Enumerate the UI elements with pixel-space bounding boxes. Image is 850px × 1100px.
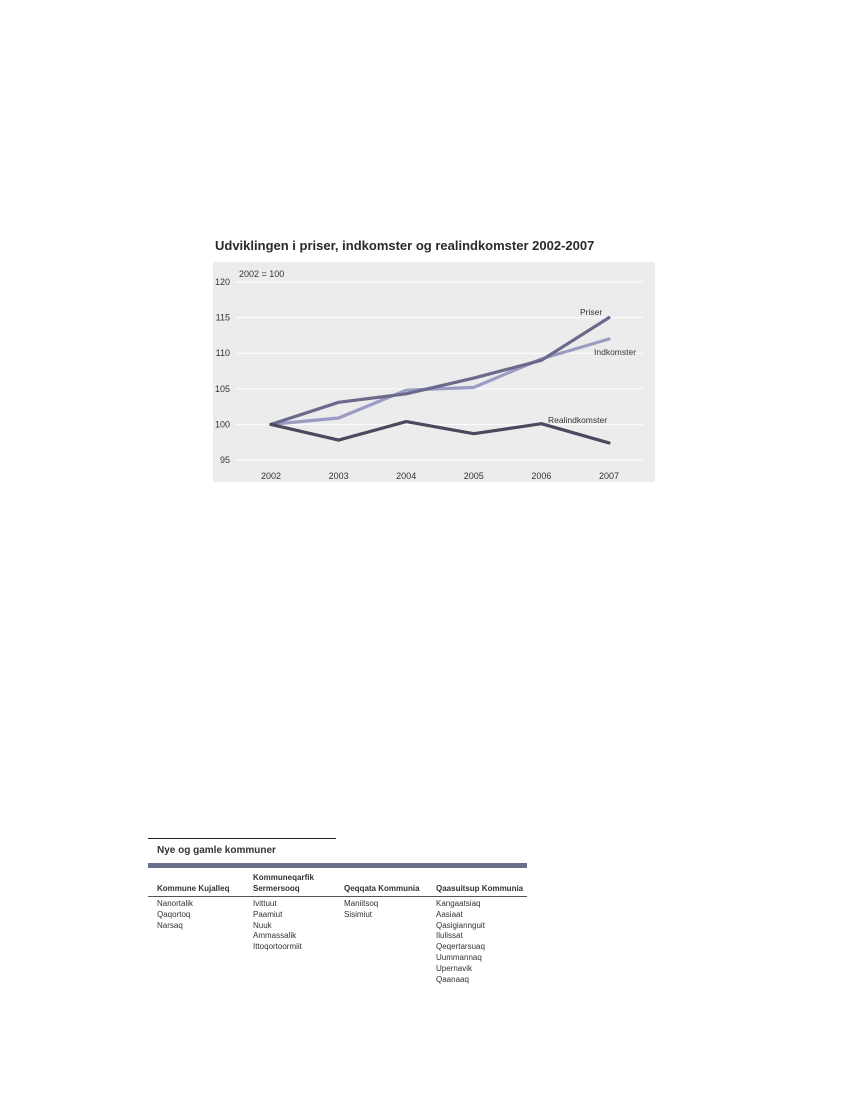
column-header: Qeqqata Kommunia (344, 870, 420, 894)
list-item: Aasiaat (436, 909, 463, 919)
list-item: Maniitsoq (344, 899, 379, 908)
column-header: Kommuneqarfik Sermersooq (253, 870, 314, 894)
chart-title: Udviklingen i priser, indkomster og real… (215, 238, 595, 253)
table-header-rule (148, 896, 527, 897)
list-item: Qaanaaq (436, 974, 469, 984)
list-item: Narsaq (157, 920, 183, 930)
series-line-realindkomster (269, 420, 611, 445)
y-tick-label: 105 (215, 384, 230, 394)
column-header: Qaasuitsup Kommunia (436, 870, 523, 894)
column-header-line: Kommuneqarfik (253, 873, 314, 882)
table-title: Nye og gamle kommuner (157, 845, 276, 856)
list-item: Nanortalik (157, 899, 194, 908)
x-tick-label: 2004 (396, 471, 416, 481)
series-line-indkomster (269, 337, 611, 426)
list-item: Qaqortoq (157, 909, 191, 919)
list-item: Ivittuut (253, 899, 277, 908)
list-item: Upernavik (436, 963, 473, 973)
table-top-rule (148, 838, 336, 839)
table-column-qaasuitsup: Qaasuitsup Kommunia Kangaatsiaq Aasiaat … (436, 870, 523, 985)
column-items: Kangaatsiaq Aasiaat Qasigiannguit Ilulis… (436, 899, 523, 985)
x-tick-label: 2005 (464, 471, 484, 481)
x-tick-label: 2007 (599, 471, 619, 481)
list-item: Ilulissat (436, 931, 463, 941)
x-tick-label: 2006 (531, 471, 551, 481)
y-tick-label: 115 (216, 313, 230, 323)
column-header-line: Kommune Kujalleq (157, 883, 230, 893)
series-line-priser (269, 316, 611, 426)
column-header: Kommune Kujalleq (157, 870, 229, 894)
chart-panel (213, 262, 655, 482)
x-tick-label: 2002 (261, 471, 281, 481)
y-tick-label: 100 (215, 419, 230, 429)
table-column-sermersooq: Kommuneqarfik Sermersooq Ivittuut Paamiu… (253, 870, 314, 953)
column-items: Nanortalik Qaqortoq Narsaq (157, 899, 229, 931)
list-item: Sisimiut (344, 909, 373, 919)
list-item: Nuuk (253, 920, 272, 930)
series-label: Priser (580, 307, 602, 317)
y-tick-label: 110 (216, 348, 230, 358)
y-tick-label: 95 (220, 455, 230, 465)
column-header-line: Qeqqata Kommunia (344, 883, 420, 893)
column-items: Maniitsoq Sisimiut (344, 899, 420, 921)
list-item: Paamiut (253, 909, 283, 919)
list-item: Uummannaq (436, 952, 482, 962)
series-label: Indkomster (594, 347, 636, 357)
list-item: Ittoqortoormiit (253, 942, 302, 952)
column-header-line: Sermersooq (253, 883, 300, 893)
list-item: Qasigiannguit (436, 920, 485, 930)
list-item: Ammassalik (253, 931, 297, 941)
y-tick-label: 120 (215, 277, 230, 287)
list-item: Kangaatsiaq (436, 899, 481, 908)
table-column-kujalleq: Kommune Kujalleq Nanortalik Qaqortoq Nar… (157, 870, 229, 931)
chart-annotation: 2002 = 100 (239, 269, 284, 279)
list-item: Qeqertarsuaq (436, 942, 485, 952)
column-header-line: Qaasuitsup Kommunia (436, 883, 524, 893)
column-items: Ivittuut Paamiut Nuuk Ammassalik Ittoqor… (253, 899, 314, 953)
series-label: Realindkomster (548, 415, 607, 425)
x-tick-label: 2003 (329, 471, 349, 481)
table-header-bar (148, 863, 527, 868)
table-column-qeqqata: Qeqqata Kommunia Maniitsoq Sisimiut (344, 870, 420, 921)
